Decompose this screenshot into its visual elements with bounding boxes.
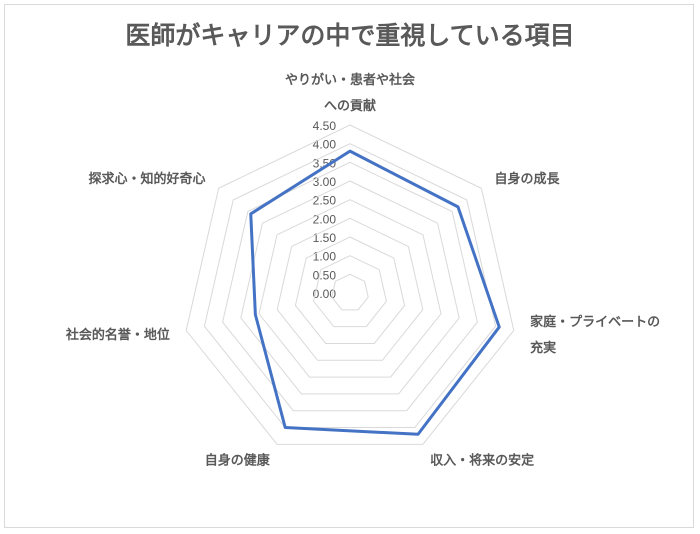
grid-ring	[222, 161, 478, 412]
grid-ring	[185, 124, 515, 445]
grid-ring	[313, 255, 387, 328]
category-label: 充実	[530, 340, 556, 356]
category-label: 自身の成長	[494, 171, 560, 187]
data-series-line	[249, 149, 501, 436]
grid-ring	[331, 273, 369, 311]
chart-title: 医師がキャリアの中で重視している項目	[125, 21, 575, 50]
axis-line	[277, 293, 350, 444]
category-label: 自身の健康	[205, 452, 271, 468]
tick-label: 1.00	[313, 250, 337, 264]
category-label: 社会的名誉・地位	[65, 327, 170, 343]
tick-label: 3.00	[313, 175, 337, 189]
tick-label: 1.50	[313, 231, 337, 245]
tick-label: 0.50	[313, 268, 337, 282]
category-label: 家庭・プライベートの	[530, 314, 660, 330]
tick-label: 4.50	[313, 119, 337, 133]
category-label: やりがい・患者や社会	[285, 72, 416, 88]
category-label: への貢献	[324, 98, 376, 114]
grid-ring	[276, 217, 424, 361]
grid-ring	[258, 199, 442, 378]
tick-label: 2.50	[313, 194, 337, 208]
chart-frame	[4, 4, 694, 528]
tick-label: 4.00	[313, 138, 337, 152]
tick-label: 2.00	[313, 212, 337, 226]
grid-ring	[240, 180, 460, 395]
tick-label: 0.00	[313, 287, 337, 301]
category-label: 収入・将来の安定	[430, 452, 534, 468]
axis-line	[350, 293, 423, 444]
tick-label: 3.50	[313, 156, 337, 170]
category-label: 探求心・知的好奇心	[89, 171, 206, 187]
grid-ring	[294, 236, 406, 344]
grid-ring	[203, 143, 497, 429]
